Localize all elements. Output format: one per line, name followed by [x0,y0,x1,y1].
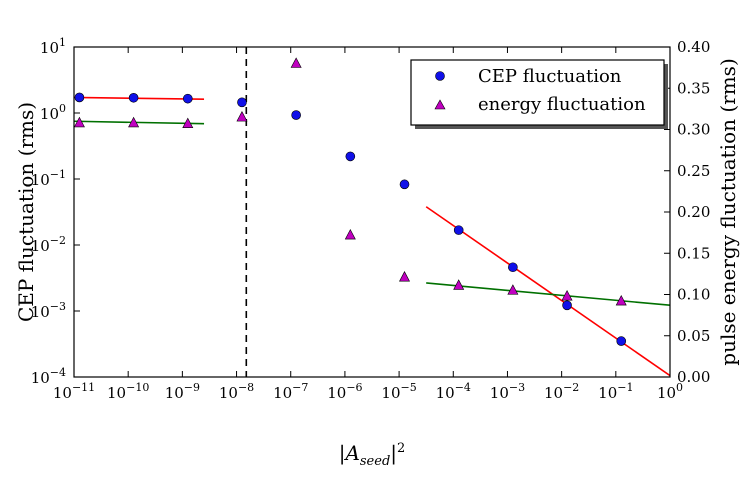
energy-point-5 [344,228,356,240]
y-right-tick-label-1: 0.05 [677,327,710,345]
y-left-tick-label-3: 10−1 [31,168,66,189]
x-tick-label-0: 10−11 [53,381,95,402]
x-tick-label-6: 10−5 [381,381,416,402]
y-left-tick-label-1: 10−3 [31,300,66,321]
energy-point-6 [399,271,411,282]
fit-line-2 [74,120,205,125]
energy-point-0 [74,116,85,128]
legend-cep-label: CEP fluctuation [478,66,622,87]
cep-point-8 [508,262,518,273]
x-tick-label-2: 10−9 [165,381,200,402]
cep-point-3 [237,97,247,108]
energy-point-4 [290,57,302,68]
fit-line-3 [426,282,670,307]
legend-box [410,59,665,126]
energy-point-7 [453,279,465,290]
x-tick-label-11: 100 [657,381,683,402]
y-left-tick-label-4: 100 [40,102,66,123]
y-right-tick-label-6: 0.30 [677,121,710,139]
cep-point-7 [453,225,464,235]
cep-point-9 [562,300,572,311]
y-left-tick-label-0: 10−4 [31,366,66,387]
legend-energy-label: energy fluctuation [478,94,646,115]
y-axis-left-label: CEP fluctuation (rms) [14,102,38,322]
cep-point-6 [399,179,410,190]
cep-point-2 [182,93,193,104]
x-tick-label-1: 10−10 [107,381,149,402]
x-tick-label-10: 10−1 [598,381,633,402]
x-tick-label-3: 10−8 [219,381,254,402]
x-tick-label-5: 10−6 [327,381,362,402]
fit-line-1 [425,206,670,377]
energy-point-10 [615,294,627,306]
fit-line-0 [74,96,205,100]
y-left-tick-label-2: 10−2 [31,234,66,255]
cep-point-5 [345,151,356,162]
y-left-tick-label-5: 101 [40,36,66,57]
energy-point-8 [507,284,519,295]
legend-cep-marker [435,71,445,81]
y-right-tick-label-3: 0.15 [677,244,710,262]
y-axis-right-label: pulse energy fluctuation (rms) [716,58,740,365]
x-tick-label-7: 10−4 [436,381,471,402]
energy-point-3 [236,110,248,122]
y-right-tick-label-4: 0.20 [677,203,710,221]
y-right-tick-label-8: 0.40 [677,38,710,56]
legend-energy-marker [434,99,446,110]
x-axis-label: |Aseed|2 [339,441,406,469]
y-right-tick-label-2: 0.10 [677,286,710,304]
cep-point-10 [616,336,627,346]
legend: CEP fluctuation energy fluctuation [410,59,668,129]
energy-point-1 [128,116,140,128]
cep-point-0 [74,92,85,103]
energy-point-9 [561,290,573,301]
x-tick-label-9: 10−2 [544,381,579,402]
x-tick-label-8: 10−3 [490,381,525,402]
cep-point-1 [128,92,139,103]
energy-point-2 [182,117,194,129]
x-tick-label-4: 10−7 [273,381,308,402]
y-right-tick-label-5: 0.25 [677,162,710,180]
cep-point-4 [291,110,301,120]
y-right-tick-label-7: 0.35 [677,79,710,97]
y-right-tick-label-0: 0.00 [677,368,710,386]
